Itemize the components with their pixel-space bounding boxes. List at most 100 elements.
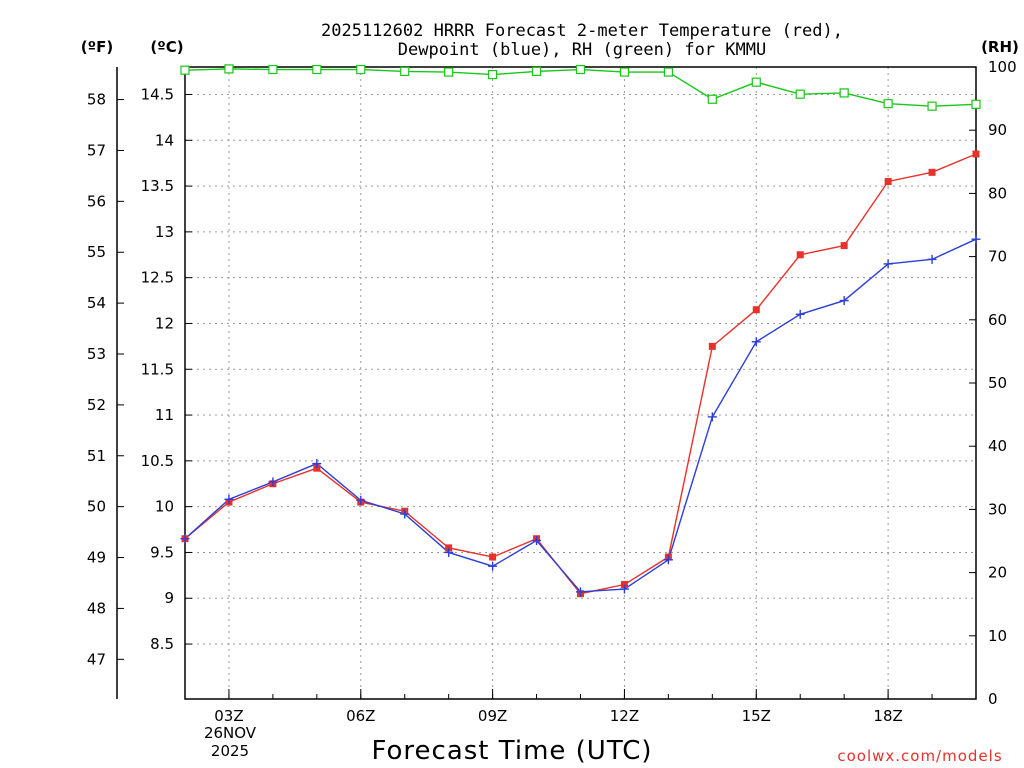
dewpoint-point bbox=[224, 494, 234, 504]
fahrenheit-tick-label: 57 bbox=[87, 141, 106, 159]
plot-frame bbox=[184, 66, 977, 700]
rh-point bbox=[751, 77, 761, 87]
fahrenheit-tick-label: 47 bbox=[87, 650, 106, 668]
temperature-point bbox=[752, 306, 760, 314]
celsius-tick-label: 13 bbox=[155, 223, 174, 241]
temperature-point bbox=[445, 544, 453, 552]
celsius-tick-label: 10 bbox=[155, 498, 174, 516]
rh-tick-label: 60 bbox=[988, 311, 1007, 329]
celsius-tick-label: 14.5 bbox=[141, 85, 174, 103]
celsius-tick-label: 12 bbox=[155, 314, 174, 332]
fahrenheit-unit-label: (ºF) bbox=[81, 38, 113, 56]
fahrenheit-tick-label: 52 bbox=[87, 396, 106, 414]
rh-point bbox=[180, 65, 190, 75]
rh-point bbox=[927, 101, 937, 111]
rh-point bbox=[400, 66, 410, 77]
rh-tick-label: 20 bbox=[988, 564, 1007, 582]
date-label-year: 2025 bbox=[211, 742, 249, 760]
rh-tick-label: 10 bbox=[988, 627, 1007, 645]
celsius-tick-label: 14 bbox=[155, 131, 174, 149]
x-tick-label: 09Z bbox=[478, 707, 507, 725]
temperature-point bbox=[840, 242, 848, 250]
temperature-point bbox=[796, 251, 804, 259]
dewpoint-point bbox=[927, 254, 937, 264]
x-tick-label: 15Z bbox=[742, 707, 771, 725]
dewpoint-point bbox=[532, 536, 542, 546]
celsius-tick-label: 10.5 bbox=[141, 452, 174, 470]
celsius-tick-label: 12.5 bbox=[141, 269, 174, 287]
dewpoint-point bbox=[444, 547, 454, 557]
temperature-point bbox=[928, 168, 936, 176]
dewpoint-point bbox=[751, 337, 761, 347]
temperature-series-line bbox=[184, 153, 977, 595]
fahrenheit-tick-label: 51 bbox=[87, 447, 106, 465]
rh-point bbox=[224, 64, 234, 74]
dewpoint-point bbox=[180, 534, 190, 544]
fahrenheit-tick-label: 55 bbox=[87, 243, 106, 261]
x-tick-label: 03Z bbox=[214, 707, 243, 725]
celsius-unit-label: (ºC) bbox=[150, 38, 183, 56]
x-tick-label: 18Z bbox=[873, 707, 902, 725]
rh-tick-label: 0 bbox=[988, 690, 998, 708]
dewpoint-point bbox=[707, 412, 717, 422]
dewpoint-point bbox=[839, 296, 849, 306]
celsius-tick-label: 9.5 bbox=[150, 543, 174, 561]
rh-point bbox=[488, 69, 498, 80]
dewpoint-point bbox=[400, 509, 410, 519]
temperature-point bbox=[884, 177, 892, 185]
rh-point bbox=[663, 67, 673, 77]
rh-tick-label: 90 bbox=[988, 121, 1007, 139]
temperature-point bbox=[620, 581, 628, 589]
axes-layer: 8.5 9 9.5 10 10.5 11 11.5 12 12.5 13 13.5 14 14.5 47 4… bbox=[87, 58, 1017, 725]
x-tick-label: 06Z bbox=[346, 707, 375, 725]
rh-unit-label: (RH) bbox=[981, 38, 1019, 56]
rh-tick-label: 30 bbox=[988, 500, 1007, 518]
rh-point bbox=[707, 94, 717, 104]
celsius-tick-label: 13.5 bbox=[141, 177, 174, 195]
rh-point bbox=[575, 64, 586, 75]
rh-point bbox=[356, 64, 366, 75]
rh-point bbox=[971, 99, 981, 109]
fahrenheit-tick-label: 53 bbox=[87, 345, 106, 363]
rh-tick-label: 80 bbox=[988, 184, 1007, 202]
rh-tick-label: 100 bbox=[988, 58, 1017, 76]
rh-point bbox=[795, 89, 805, 99]
celsius-tick-label: 11 bbox=[155, 406, 174, 424]
temperature-point bbox=[972, 150, 980, 158]
temperature-point bbox=[708, 342, 716, 350]
temperature-point bbox=[313, 464, 321, 472]
dewpoint-point bbox=[356, 495, 366, 505]
dewpoint-point bbox=[883, 259, 893, 269]
celsius-tick-label: 8.5 bbox=[150, 635, 174, 653]
dewpoint-point bbox=[312, 459, 322, 469]
fahrenheit-tick-label: 48 bbox=[87, 599, 106, 617]
date-label-day: 26NOV bbox=[204, 724, 257, 742]
rh-point bbox=[839, 88, 849, 98]
marker-layer bbox=[180, 64, 981, 598]
fahrenheit-tick-label: 49 bbox=[87, 549, 106, 567]
rh-point bbox=[444, 67, 454, 77]
fahrenheit-tick-label: 54 bbox=[87, 294, 106, 312]
rh-point bbox=[312, 64, 322, 75]
dewpoint-point bbox=[795, 309, 805, 319]
dewpoint-point bbox=[663, 555, 673, 565]
temperature-point bbox=[489, 553, 497, 561]
fahrenheit-tick-label: 50 bbox=[87, 498, 106, 516]
rh-point bbox=[619, 67, 630, 77]
dewpoint-point bbox=[619, 584, 629, 594]
x-tick-label: 12Z bbox=[610, 707, 639, 725]
rh-series-line bbox=[184, 68, 977, 107]
rh-point bbox=[531, 66, 542, 77]
dewpoint-point bbox=[268, 477, 278, 487]
dewpoint-point bbox=[971, 234, 981, 244]
celsius-tick-label: 9 bbox=[164, 589, 174, 607]
series-layer bbox=[184, 68, 977, 595]
rh-tick-label: 40 bbox=[988, 437, 1007, 455]
credit-text: coolwx.com/models bbox=[837, 747, 1002, 765]
chart-title-line1: 2025112602 HRRR Forecast 2-meter Tempera… bbox=[321, 21, 843, 41]
rh-point bbox=[883, 99, 893, 109]
rh-point bbox=[268, 64, 278, 75]
dewpoint-point bbox=[488, 561, 498, 571]
celsius-tick-label: 11.5 bbox=[141, 360, 174, 378]
